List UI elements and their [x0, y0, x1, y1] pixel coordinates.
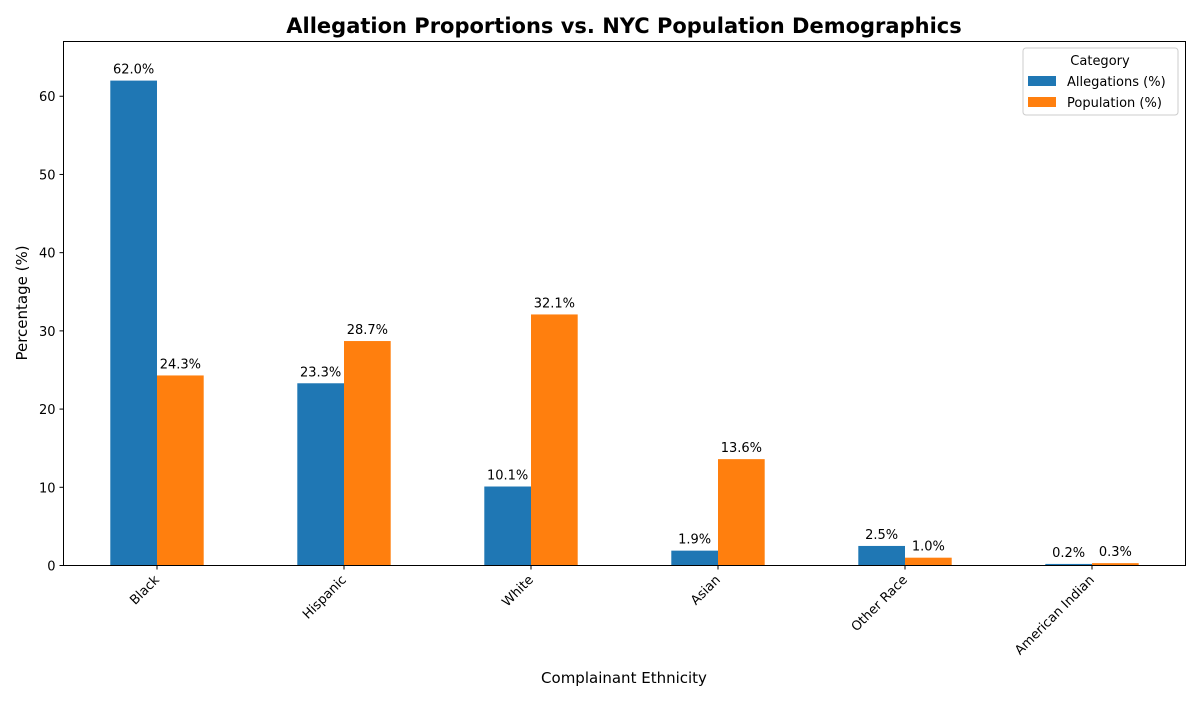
data-label: 28.7%: [347, 323, 388, 338]
bar-population-asian: [718, 459, 765, 566]
y-tick-label: 60: [39, 90, 56, 105]
y-tick-label: 0: [47, 560, 55, 575]
legend-swatch-population: [1028, 97, 1056, 107]
data-label: 2.5%: [865, 528, 898, 543]
y-tick-label: 30: [39, 325, 56, 340]
data-label: 1.9%: [678, 533, 711, 548]
data-label: 10.1%: [487, 469, 528, 484]
y-tick-label: 10: [39, 481, 56, 496]
legend-title: Category: [1070, 54, 1130, 69]
legend: Category Allegations (%) Population (%): [1022, 47, 1179, 116]
x-tick-label: Asian: [688, 573, 724, 609]
bar-allegations-other-race: [858, 545, 905, 566]
data-label: 24.3%: [160, 357, 201, 372]
x-tick-label: Other Race: [849, 573, 911, 635]
data-label: 32.1%: [534, 296, 575, 311]
legend-label-allegations: Allegations (%): [1067, 75, 1166, 90]
legend-label-population: Population (%): [1067, 96, 1162, 111]
bar-population-black: [157, 375, 204, 566]
legend-swatch-allegations: [1028, 76, 1056, 86]
bar-population-american-indian: [1092, 563, 1139, 566]
chart-title: Allegation Proportions vs. NYC Populatio…: [286, 14, 961, 38]
y-tick-label: 20: [39, 403, 56, 418]
data-label: 1.0%: [912, 540, 945, 555]
bar-population-hispanic: [344, 341, 391, 566]
x-tick-label: American Indian: [1012, 573, 1098, 659]
y-tick-label: 50: [39, 168, 56, 183]
data-label: 0.2%: [1052, 546, 1085, 561]
bar-population-white: [531, 314, 578, 566]
data-label: 23.3%: [300, 365, 341, 380]
x-tick-label: Black: [127, 572, 163, 608]
data-label: 13.6%: [721, 441, 762, 456]
y-axis-label: Percentage (%): [13, 245, 31, 360]
bar-allegations-asian: [671, 550, 718, 566]
y-tick-label: 40: [39, 247, 56, 262]
data-label: 0.3%: [1099, 545, 1132, 560]
bar-population-other-race: [905, 557, 952, 566]
legend-frame: [1022, 47, 1179, 116]
x-tick-label: White: [499, 573, 536, 610]
bar-allegations-american-indian: [1045, 563, 1092, 566]
data-label: 62.0%: [113, 63, 154, 78]
plot-frame: [63, 41, 1186, 566]
x-tick-label: Hispanic: [300, 573, 350, 623]
bar-allegations-hispanic: [297, 383, 344, 566]
bar-allegations-white: [484, 486, 531, 566]
x-axis-label: Complainant Ethnicity: [541, 669, 707, 687]
bar-allegations-black: [110, 80, 157, 566]
